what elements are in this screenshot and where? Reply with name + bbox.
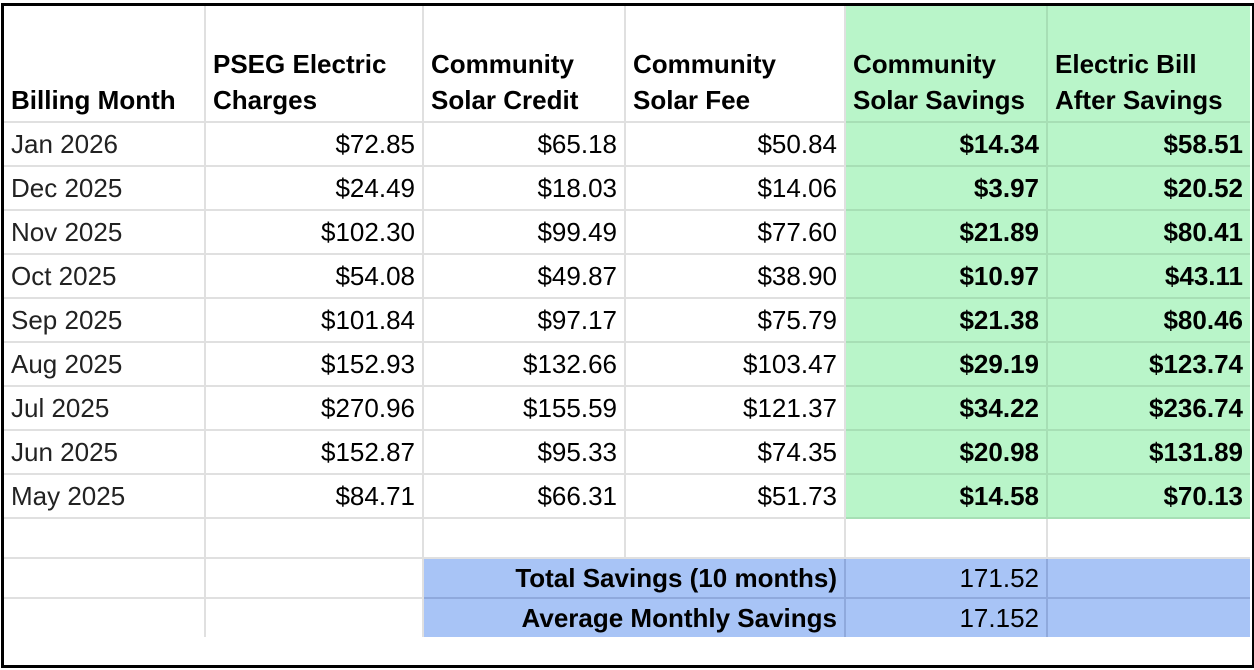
pseg-charges-cell[interactable]: $24.49 [204, 165, 424, 211]
table-row: Aug 2025 $152.93 $132.66 $103.47 $29.19 $123.… [4, 341, 1250, 387]
solar-savings-cell[interactable]: $3.97 [844, 165, 1048, 211]
table-row: Oct 2025 $54.08 $49.87 $38.90 $10.97 $43.11 [4, 253, 1250, 299]
solar-fee-cell[interactable]: $75.79 [624, 297, 846, 343]
table-row: Jan 2026 $72.85 $65.18 $50.84 $14.34 $58.51 [4, 121, 1250, 167]
bill-after-savings-cell[interactable]: $58.51 [1046, 121, 1250, 167]
summary-empty-cell[interactable] [1046, 597, 1250, 637]
bill-after-savings-cell[interactable]: $123.74 [1046, 341, 1250, 387]
pseg-charges-cell[interactable]: $102.30 [204, 209, 424, 255]
solar-savings-cell[interactable]: $10.97 [844, 253, 1048, 299]
table-row: Sep 2025 $101.84 $97.17 $75.79 $21.38 $80.46 [4, 297, 1250, 343]
solar-fee-cell[interactable]: $121.37 [624, 385, 846, 431]
pseg-charges-cell[interactable]: $152.87 [204, 429, 424, 475]
pseg-charges-cell[interactable]: $101.84 [204, 297, 424, 343]
bill-after-savings-cell[interactable]: $131.89 [1046, 429, 1250, 475]
empty-cell[interactable] [4, 597, 206, 637]
month-cell[interactable]: Jun 2025 [4, 429, 206, 475]
bill-after-savings-cell[interactable]: $80.46 [1046, 297, 1250, 343]
summary-row: Average Monthly Savings 17.152 [4, 597, 1250, 637]
solar-savings-cell[interactable]: $21.38 [844, 297, 1048, 343]
summary-value[interactable]: 171.52 [844, 557, 1048, 599]
solar-credit-cell[interactable]: $49.87 [422, 253, 626, 299]
empty-cell[interactable] [1046, 517, 1250, 559]
solar-fee-cell[interactable]: $50.84 [624, 121, 846, 167]
solar-credit-cell[interactable]: $132.66 [422, 341, 626, 387]
solar-credit-cell[interactable]: $99.49 [422, 209, 626, 255]
pseg-charges-cell[interactable]: $270.96 [204, 385, 424, 431]
empty-cell[interactable] [4, 517, 206, 559]
pseg-charges-cell[interactable]: $152.93 [204, 341, 424, 387]
solar-fee-cell[interactable]: $74.35 [624, 429, 846, 475]
bill-after-savings-cell[interactable]: $80.41 [1046, 209, 1250, 255]
bill-after-savings-cell[interactable]: $43.11 [1046, 253, 1250, 299]
summary-value[interactable]: 17.152 [844, 597, 1048, 637]
empty-cell[interactable] [4, 557, 206, 599]
bill-after-savings-cell[interactable]: $70.13 [1046, 473, 1250, 519]
empty-cell[interactable] [204, 557, 424, 599]
empty-row [4, 517, 1250, 559]
summary-row: Total Savings (10 months) 171.52 [4, 557, 1250, 599]
header-pseg-charges[interactable]: PSEG Electric Charges [204, 6, 424, 123]
solar-credit-cell[interactable]: $66.31 [422, 473, 626, 519]
empty-cell[interactable] [204, 517, 424, 559]
month-cell[interactable]: Jan 2026 [4, 121, 206, 167]
table-row: Jun 2025 $152.87 $95.33 $74.35 $20.98 $131.89 [4, 429, 1250, 475]
empty-cell[interactable] [422, 517, 626, 559]
solar-savings-cell[interactable]: $34.22 [844, 385, 1048, 431]
billing-table: Billing Month PSEG Electric Charges Comm… [4, 6, 1250, 637]
empty-cell[interactable] [844, 517, 1048, 559]
summary-label[interactable]: Average Monthly Savings [422, 597, 846, 637]
empty-cell[interactable] [204, 597, 424, 637]
pseg-charges-cell[interactable]: $84.71 [204, 473, 424, 519]
table-row: Nov 2025 $102.30 $99.49 $77.60 $21.89 $80.41 [4, 209, 1250, 255]
month-cell[interactable]: Nov 2025 [4, 209, 206, 255]
solar-fee-cell[interactable]: $103.47 [624, 341, 846, 387]
solar-credit-cell[interactable]: $97.17 [422, 297, 626, 343]
solar-credit-cell[interactable]: $65.18 [422, 121, 626, 167]
header-solar-savings[interactable]: Community Solar Savings [844, 6, 1048, 123]
solar-savings-cell[interactable]: $20.98 [844, 429, 1048, 475]
header-row: Billing Month PSEG Electric Charges Comm… [4, 6, 1250, 123]
solar-fee-cell[interactable]: $77.60 [624, 209, 846, 255]
solar-fee-cell[interactable]: $51.73 [624, 473, 846, 519]
table-row: Dec 2025 $24.49 $18.03 $14.06 $3.97 $20.52 [4, 165, 1250, 211]
table-row: Jul 2025 $270.96 $155.59 $121.37 $34.22 $236.… [4, 385, 1250, 431]
pseg-charges-cell[interactable]: $72.85 [204, 121, 424, 167]
solar-fee-cell[interactable]: $38.90 [624, 253, 846, 299]
solar-credit-cell[interactable]: $155.59 [422, 385, 626, 431]
month-cell[interactable]: Oct 2025 [4, 253, 206, 299]
solar-savings-cell[interactable]: $29.19 [844, 341, 1048, 387]
month-cell[interactable]: Dec 2025 [4, 165, 206, 211]
solar-fee-cell[interactable]: $14.06 [624, 165, 846, 211]
bill-after-savings-cell[interactable]: $20.52 [1046, 165, 1250, 211]
month-cell[interactable]: Aug 2025 [4, 341, 206, 387]
spreadsheet-range: Billing Month PSEG Electric Charges Comm… [1, 3, 1254, 668]
solar-credit-cell[interactable]: $18.03 [422, 165, 626, 211]
summary-empty-cell[interactable] [1046, 557, 1250, 599]
header-bill-after-savings[interactable]: Electric Bill After Savings [1046, 6, 1250, 123]
summary-label[interactable]: Total Savings (10 months) [422, 557, 846, 599]
solar-savings-cell[interactable]: $21.89 [844, 209, 1048, 255]
solar-credit-cell[interactable]: $95.33 [422, 429, 626, 475]
solar-savings-cell[interactable]: $14.34 [844, 121, 1048, 167]
empty-cell[interactable] [624, 517, 846, 559]
pseg-charges-cell[interactable]: $54.08 [204, 253, 424, 299]
bill-after-savings-cell[interactable]: $236.74 [1046, 385, 1250, 431]
month-cell[interactable]: Jul 2025 [4, 385, 206, 431]
table-row: May 2025 $84.71 $66.31 $51.73 $14.58 $70.13 [4, 473, 1250, 519]
header-solar-fee[interactable]: Community Solar Fee [624, 6, 846, 123]
month-cell[interactable]: Sep 2025 [4, 297, 206, 343]
month-cell[interactable]: May 2025 [4, 473, 206, 519]
header-solar-credit[interactable]: Community Solar Credit [422, 6, 626, 123]
solar-savings-cell[interactable]: $14.58 [844, 473, 1048, 519]
header-billing-month[interactable]: Billing Month [4, 6, 206, 123]
